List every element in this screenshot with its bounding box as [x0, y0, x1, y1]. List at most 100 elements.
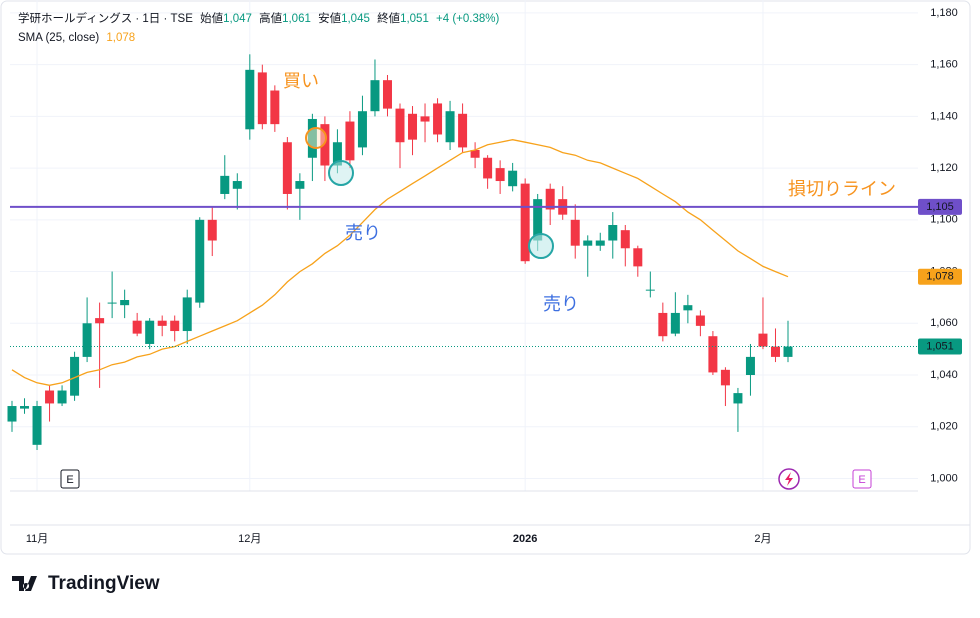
change: +4 (+0.38%) — [436, 13, 499, 25]
y-tick-label: 1,180 — [930, 7, 958, 19]
candle-body — [533, 199, 543, 241]
candle-body — [783, 346, 793, 357]
event-label: E — [858, 474, 865, 486]
candle-body — [570, 219, 580, 246]
event-marker[interactable] — [60, 469, 80, 489]
y-tick-label: 1,120 — [930, 162, 958, 174]
y-tick-label: 1,160 — [930, 59, 958, 71]
x-tick-label: 2月 — [754, 533, 771, 545]
candle-body — [408, 113, 418, 140]
candle-body — [370, 80, 380, 112]
ohlc-label: 始値 — [200, 11, 223, 25]
ohlc-label: 高値 — [259, 11, 282, 25]
candle-body — [7, 406, 17, 422]
candle-body — [420, 116, 430, 122]
sma-value: 1,078 — [106, 32, 135, 44]
candle-body — [645, 289, 655, 291]
candle-body — [508, 170, 518, 187]
candle-body — [495, 168, 505, 182]
candle-body — [20, 406, 30, 409]
sma-box — [918, 268, 962, 285]
y-tick-label: 1,140 — [930, 110, 958, 122]
y-tick-label: 1,060 — [930, 317, 958, 329]
candle-body — [545, 188, 555, 210]
candle-body — [270, 90, 280, 125]
chart-frame — [0, 0, 971, 555]
candle-body — [583, 240, 593, 246]
symbol: 学研ホールディングス · 1日 · TSE — [18, 11, 193, 25]
candle-body — [620, 230, 630, 249]
candle-body — [107, 302, 117, 304]
sma-label: 1,078 — [926, 271, 954, 283]
candle-body — [232, 181, 242, 189]
x-tick-label: 2026 — [513, 533, 537, 545]
candle-body — [770, 346, 780, 357]
event-marker[interactable] — [852, 469, 872, 489]
candle-body — [220, 175, 230, 194]
ohlc-value: 1,061 — [282, 13, 311, 25]
candle-body — [483, 157, 493, 179]
y-tick-label: 1,040 — [930, 369, 958, 381]
y-tick-label: 1,000 — [930, 472, 958, 484]
candle-body — [670, 312, 680, 334]
x-tick-label: 11月 — [26, 533, 48, 545]
candle-body — [57, 390, 67, 404]
candle-body — [45, 390, 55, 404]
candle-body — [733, 393, 743, 404]
candle-body — [720, 369, 730, 386]
candle-body — [82, 323, 92, 357]
ohlc-label: 安値 — [318, 11, 341, 25]
hline-label: 1,105 — [926, 201, 954, 213]
candle-body — [170, 320, 180, 332]
last-price-label: 1,051 — [926, 340, 954, 352]
candle-body — [683, 305, 693, 311]
candle-body — [445, 111, 455, 143]
candle-body — [433, 103, 443, 135]
annotation: 売り — [543, 294, 579, 314]
candle-body — [520, 183, 530, 262]
candle-body — [708, 336, 718, 373]
x-tick-label: 12月 — [238, 533, 261, 545]
candle-body — [32, 406, 42, 445]
sell-circle — [328, 160, 354, 186]
candle-body — [345, 121, 355, 161]
candle-body — [95, 318, 105, 324]
candle-body — [120, 300, 130, 306]
logo-mark — [12, 576, 37, 591]
candle-body — [608, 225, 618, 241]
legend-header: 学研ホールディングス · 1日 · TSE 始値1,047 高値1,061 安値… — [18, 11, 500, 25]
candle-body — [758, 333, 768, 347]
candle-body — [182, 297, 192, 332]
y-tick-label: 1,100 — [930, 214, 958, 226]
candle-body — [395, 108, 405, 143]
last-price-box — [918, 338, 962, 355]
candle-body — [695, 315, 705, 326]
sma-legend: SMA (25, close) 1,078 — [18, 32, 135, 44]
candle-body — [295, 181, 305, 189]
sma-line — [11, 139, 789, 386]
annotation: 損切りライン — [788, 179, 896, 199]
y-tick-label: 1,020 — [930, 421, 958, 433]
candle-body — [257, 72, 267, 125]
candle-body — [132, 320, 142, 334]
candle-body — [157, 320, 167, 326]
candle-body — [245, 69, 255, 130]
sma-name: SMA (25, close) — [18, 32, 99, 44]
candle-body — [470, 150, 480, 158]
candle-body — [382, 80, 392, 109]
candle-body — [207, 219, 217, 241]
ohlc-label: 終値 — [377, 11, 400, 25]
ohlc-value: 1,047 — [223, 13, 252, 25]
hline-box — [918, 198, 962, 215]
candle-body — [195, 219, 205, 303]
annotation: 買い — [283, 71, 319, 91]
candle-body — [357, 111, 367, 148]
buy-circle — [305, 127, 327, 149]
dividend-icon-bolt — [785, 472, 793, 486]
candle-body — [458, 113, 468, 148]
annotation: 売り — [345, 223, 381, 243]
candle-body — [145, 320, 155, 344]
sell-circle — [528, 233, 554, 259]
candle-body — [282, 142, 292, 194]
